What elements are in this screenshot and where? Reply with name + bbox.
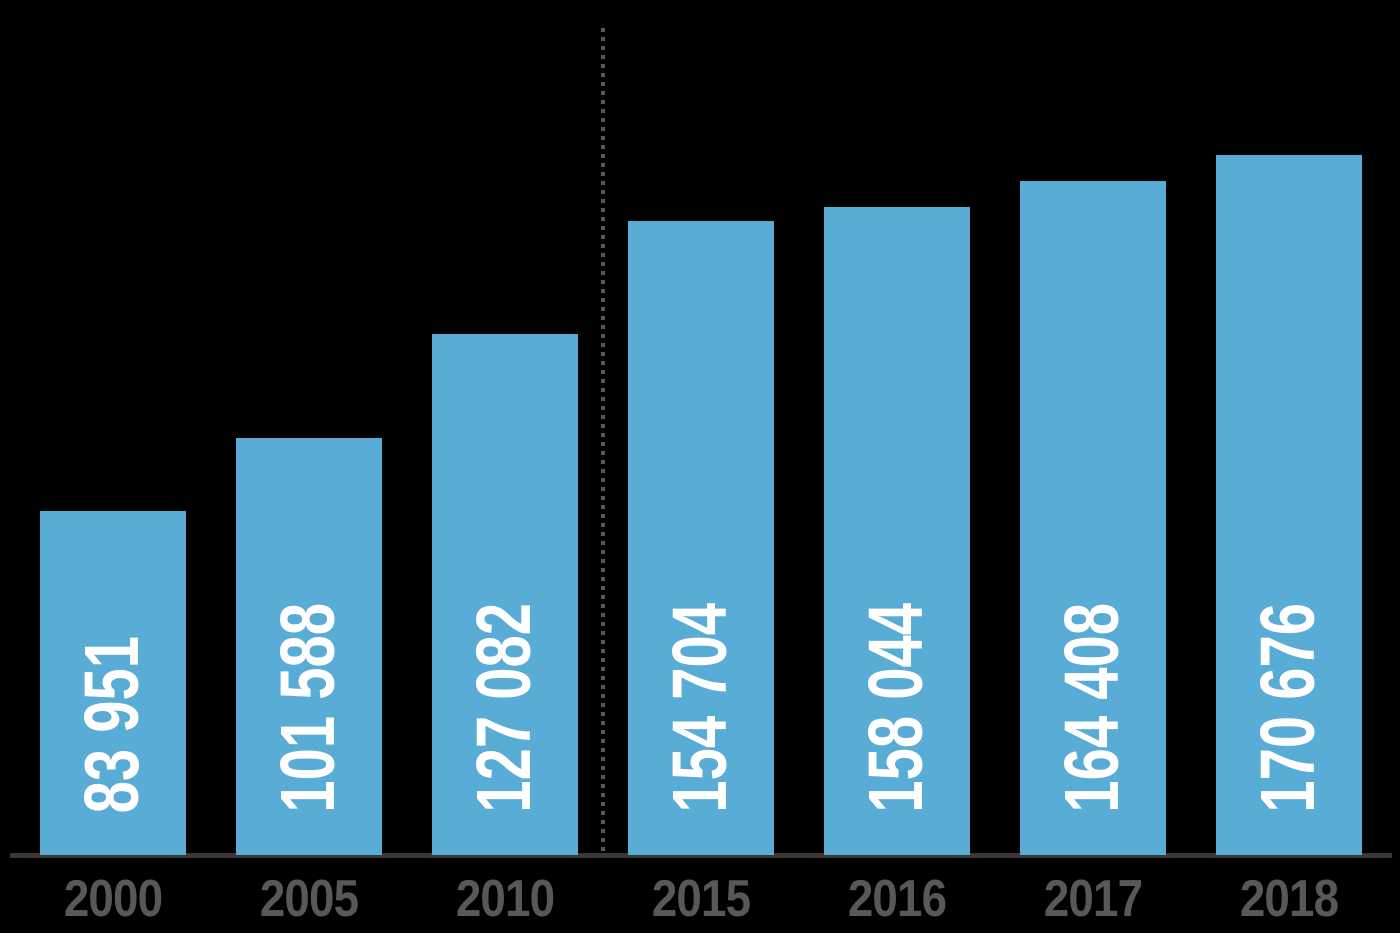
bar-2015: 154 704 <box>628 221 774 855</box>
bar-value-label-2016: 158 044 <box>853 603 940 813</box>
bar-group-2016: 158 044 2016 <box>824 0 970 928</box>
bar-2010: 127 082 <box>432 334 578 855</box>
bar-2005: 101 588 <box>236 438 382 855</box>
x-axis-label-2005: 2005 <box>259 870 359 928</box>
x-axis-label-2016: 2016 <box>847 870 947 928</box>
bar-value-label-2000: 83 951 <box>69 635 156 813</box>
bar-value-label-2015: 154 704 <box>657 603 744 813</box>
x-axis-label-2010: 2010 <box>455 870 555 928</box>
bar-2017: 164 408 <box>1020 181 1166 855</box>
x-axis-label-2000: 2000 <box>63 870 163 928</box>
period-separator-dotted-line <box>601 28 605 855</box>
bar-group-2017: 164 408 2017 <box>1020 0 1166 928</box>
bar-2018: 170 676 <box>1216 155 1362 855</box>
bar-group-2015: 154 704 2015 <box>628 0 774 928</box>
x-axis-label-2017: 2017 <box>1043 870 1143 928</box>
bar-2000: 83 951 <box>40 511 186 855</box>
bar-2016: 158 044 <box>824 207 970 855</box>
bar-group-2010: 127 082 2010 <box>432 0 578 928</box>
bar-group-2005: 101 588 2005 <box>236 0 382 928</box>
bar-value-label-2017: 164 408 <box>1049 603 1136 813</box>
x-axis-label-2015: 2015 <box>651 870 751 928</box>
bar-group-2000: 83 951 2000 <box>40 0 186 928</box>
bar-value-label-2010: 127 082 <box>461 603 548 813</box>
x-axis-line <box>10 853 1392 858</box>
bar-value-label-2018: 170 676 <box>1245 603 1332 813</box>
x-axis-label-2018: 2018 <box>1239 870 1339 928</box>
bar-value-label-2005: 101 588 <box>265 603 352 813</box>
bar-group-2018: 170 676 2018 <box>1216 0 1362 928</box>
